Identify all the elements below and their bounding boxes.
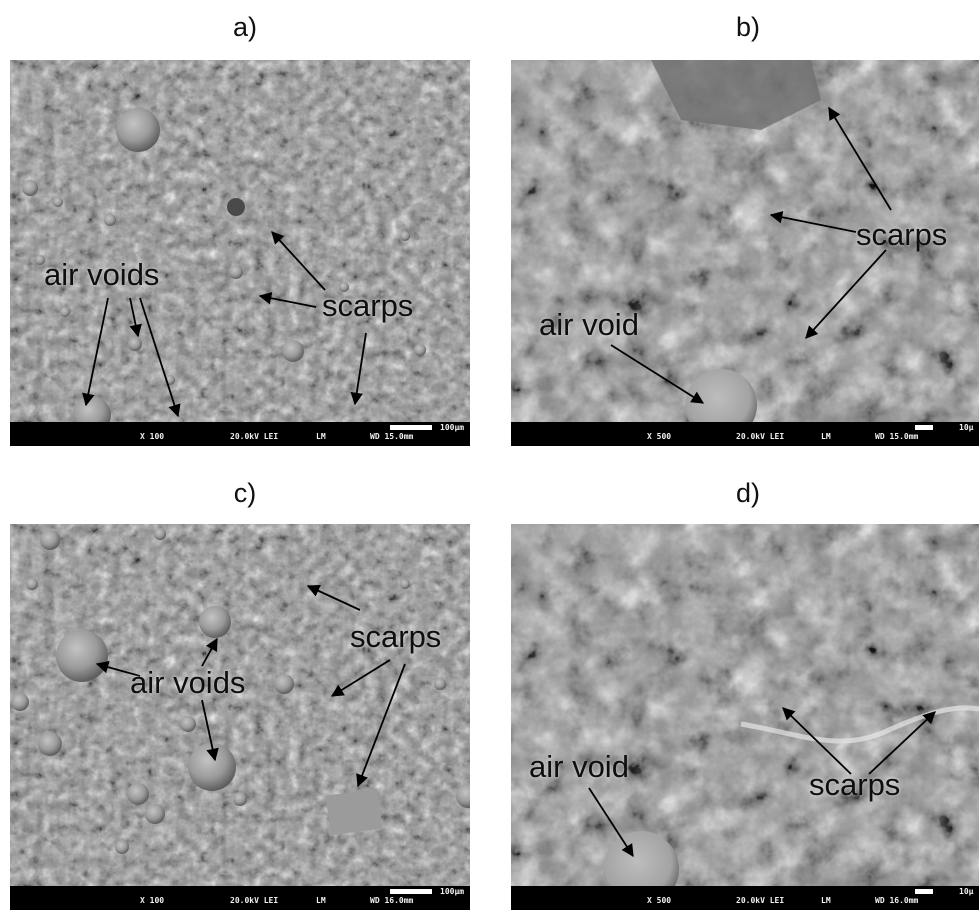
working-distance: WD 16.0mm bbox=[370, 896, 414, 905]
working-distance: WD 15.0mm bbox=[875, 432, 919, 441]
voltage: 20.0kV LEI bbox=[736, 432, 785, 441]
mode: LM bbox=[821, 432, 831, 441]
fracture-surface-texture bbox=[511, 524, 979, 910]
micrograph-panel-a: air voids scarps X 100 20.0kV LEI LM WD … bbox=[10, 60, 470, 446]
label-scarps: scarps bbox=[350, 619, 442, 654]
sem-info-bar: X 100 20.0kV LEI LM WD 15.0mm 100µm bbox=[10, 422, 470, 446]
mode: LM bbox=[316, 896, 326, 905]
scale-bar bbox=[390, 889, 432, 894]
label-air-voids: air voids bbox=[44, 257, 160, 292]
panel-d-letter: d) bbox=[735, 478, 760, 508]
panel-b-letter: b) bbox=[735, 12, 760, 42]
micrograph-panel-c: air voids scarps X 100 20.0kV LEI LM WD … bbox=[10, 524, 470, 910]
label-scarps: scarps bbox=[856, 217, 948, 252]
fracture-surface-texture bbox=[511, 60, 979, 446]
magnification: X 100 bbox=[140, 896, 165, 905]
scale-length: 100µm bbox=[440, 423, 465, 432]
scale-bar bbox=[390, 425, 432, 430]
mode: LM bbox=[821, 896, 831, 905]
sem-info-bar: X 100 20.0kV LEI LM WD 16.0mm 100µm bbox=[10, 886, 470, 910]
mode: LM bbox=[316, 432, 326, 441]
fractured-grain bbox=[325, 788, 383, 836]
voltage: 20.0kV LEI bbox=[230, 432, 279, 441]
panel-a-letter: a) bbox=[232, 12, 257, 42]
magnification: X 500 bbox=[647, 896, 672, 905]
scale-bar bbox=[915, 425, 933, 430]
scale-length: 10µ bbox=[959, 887, 974, 896]
magnification: X 500 bbox=[647, 432, 672, 441]
magnification: X 100 bbox=[140, 432, 165, 441]
fracture-surface-texture bbox=[10, 524, 470, 910]
micrograph-panel-b: scarps air void X 500 20.0kV LEI LM WD 1… bbox=[511, 60, 979, 446]
sem-info-bar: X 500 20.0kV LEI LM WD 16.0mm 10µ bbox=[511, 886, 979, 910]
label-air-void: air void bbox=[529, 749, 629, 784]
air-void-circles bbox=[11, 528, 470, 854]
scale-length: 10µ bbox=[959, 423, 974, 432]
label-scarps: scarps bbox=[322, 288, 414, 323]
fracture-surface-texture bbox=[10, 60, 470, 446]
dark-cavity bbox=[651, 60, 821, 130]
label-scarps: scarps bbox=[809, 767, 901, 802]
working-distance: WD 16.0mm bbox=[875, 896, 919, 905]
label-air-voids: air voids bbox=[130, 665, 246, 700]
voltage: 20.0kV LEI bbox=[230, 896, 279, 905]
voltage: 20.0kV LEI bbox=[736, 896, 785, 905]
label-air-void: air void bbox=[539, 307, 639, 342]
sem-info-bar: X 500 20.0kV LEI LM WD 15.0mm 10µ bbox=[511, 422, 979, 446]
scale-length: 100µm bbox=[440, 887, 465, 896]
micrograph-panel-d: air void scarps X 500 20.0kV LEI LM WD 1… bbox=[511, 524, 979, 910]
working-distance: WD 15.0mm bbox=[370, 432, 414, 441]
scale-bar bbox=[915, 889, 933, 894]
panel-c-letter: c) bbox=[233, 478, 257, 508]
